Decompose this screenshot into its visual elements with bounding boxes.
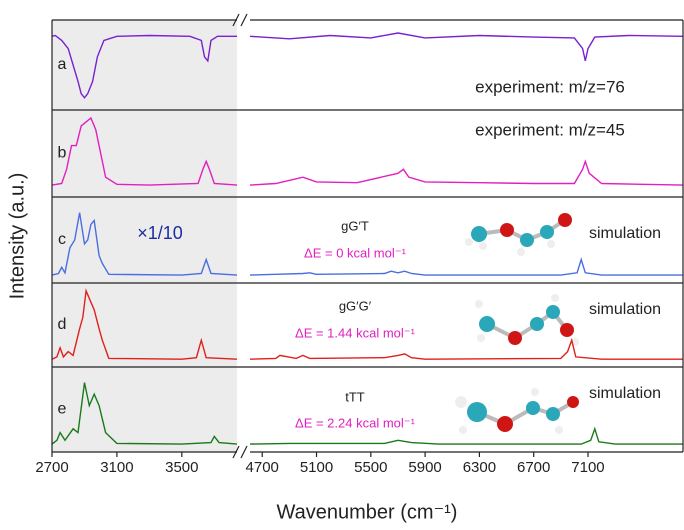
panel-label: a (58, 56, 67, 73)
x-tick-label: 7100 (571, 459, 604, 476)
annotation: simulation (589, 225, 661, 242)
x-axis-label: Wavenumber (cm⁻¹) (277, 501, 458, 523)
x-tick-label: 3500 (165, 459, 198, 476)
x-tick-label: 6700 (517, 459, 550, 476)
annotation: simulation (589, 385, 661, 402)
panel-label: c (58, 231, 66, 248)
annotation: tTT (345, 389, 365, 404)
axis-break (241, 446, 247, 458)
x-tick-label: 3100 (100, 459, 133, 476)
y-axis-label: Intensity (a.u.) (6, 173, 28, 300)
x-tick-label: 4700 (246, 459, 279, 476)
x-tick-label: 5500 (354, 459, 387, 476)
annotation: ΔE = 0 kcal mol⁻¹ (304, 245, 407, 260)
axis-break (241, 14, 247, 26)
annotation: experiment: m/z=45 (475, 120, 625, 139)
annotation: ΔE = 2.24 kcal mol⁻¹ (295, 415, 416, 430)
x-tick-label: 5900 (408, 459, 441, 476)
annotation: simulation (589, 301, 661, 318)
panel-label: d (58, 316, 67, 333)
molecule-e (455, 388, 579, 434)
annotation: experiment: m/z=76 (475, 77, 625, 96)
annotation: ×1/10 (137, 223, 183, 243)
chart: Intensity (a.u.) Wavenumber (cm⁻¹) a expe… (0, 0, 684, 530)
panel-label: b (58, 145, 67, 162)
x-tick-label: 5100 (300, 459, 333, 476)
panel-label: e (58, 401, 67, 418)
molecule-c (465, 213, 572, 256)
x-tick-label: 6300 (463, 459, 496, 476)
annotation: gG′G′ (339, 298, 372, 313)
molecule-d (475, 294, 579, 346)
annotation: gG′T (341, 218, 369, 233)
x-tick-label: 2700 (35, 459, 68, 476)
annotation: ΔE = 1.44 kcal mol⁻¹ (295, 325, 416, 340)
